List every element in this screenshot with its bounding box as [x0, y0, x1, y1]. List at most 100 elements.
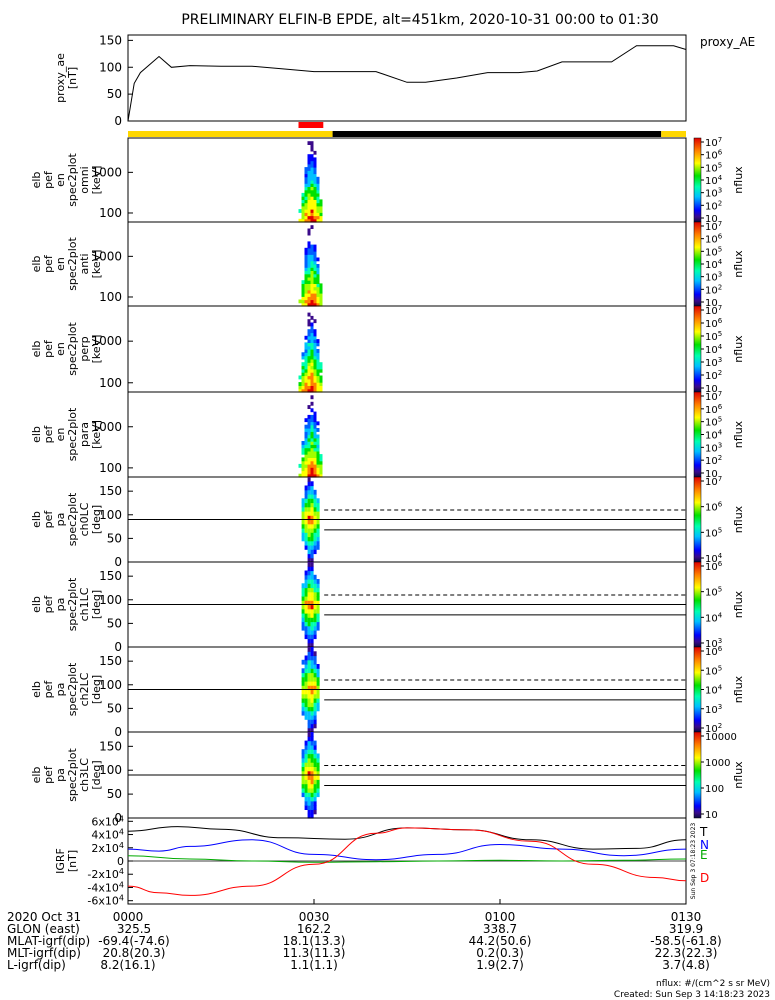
heatmap-cell: [310, 273, 314, 278]
heatmap-cell: [313, 247, 317, 252]
igrf-legend-E: E: [700, 848, 708, 862]
heatmap-cell: [313, 630, 317, 635]
heatmap-cell: [307, 173, 311, 178]
pa_ch0-colorbar: [693, 476, 702, 563]
heatmap-cell: [310, 408, 314, 413]
heatmap-cell: [310, 809, 314, 815]
igrf-ytick-label: 4x104: [91, 827, 124, 842]
heatmap-cell: [310, 591, 314, 597]
heatmap-cell: [310, 302, 314, 307]
pa_ch1-ylabel-line: pef: [42, 595, 55, 614]
heatmap-cell: [313, 604, 317, 610]
pa_ch0-ylabel-line: spec2plot: [66, 492, 79, 546]
spec_anti-ylabel-line: [keV]: [90, 250, 103, 279]
heatmap-cell: [301, 536, 305, 542]
footer-row0-v2: 0100: [485, 910, 516, 924]
pa_ch3-cells: [301, 732, 320, 819]
heatmap-cell: [313, 267, 317, 271]
heatmap-cell: [301, 457, 305, 462]
heatmap-cell: [307, 481, 311, 487]
pa_ch3-ylabel-line: spec2plot: [66, 748, 79, 802]
heatmap-cell: [316, 447, 320, 452]
heatmap-cell: [307, 296, 311, 301]
heatmap-cell: [304, 779, 308, 785]
heatmap-cell: [301, 463, 305, 468]
heatmap-cell: [301, 523, 305, 529]
heatmap-cell: [310, 481, 314, 487]
spec_perp-ylabel-line: elb: [30, 341, 43, 358]
pa_ch0-ytick-label: 50: [107, 531, 122, 545]
heatmap-cell: [310, 257, 314, 262]
ae-line: [127, 45, 687, 122]
heatmap-cell: [316, 498, 320, 504]
heatmap-cell: [301, 302, 305, 307]
heatmap-cell: [310, 355, 314, 360]
heatmap-cell: [313, 587, 317, 593]
heatmap-cell: [307, 385, 311, 390]
heatmap-cell: [313, 296, 317, 301]
heatmap-cell: [307, 757, 311, 763]
heatmap-cell: [313, 270, 317, 275]
heatmap-cell: [313, 289, 317, 294]
spec_perp-ylabel: elb pef en spec2plot perp [keV]: [30, 322, 103, 376]
heatmap-cell: [304, 702, 308, 708]
igrf-legend-T: T: [699, 825, 708, 839]
heatmap-cell: [301, 388, 305, 393]
heatmap-cell: [310, 467, 314, 472]
heatmap-cell: [307, 196, 311, 200]
heatmap-cell: [310, 270, 314, 275]
heatmap-cell: [313, 414, 317, 419]
status-bar-panel: [128, 122, 686, 137]
heatmap-cell: [304, 286, 308, 291]
heatmap-cell: [313, 437, 317, 442]
heatmap-cell: [313, 528, 317, 533]
spec_para-cbar-label: 107: [705, 390, 722, 403]
heatmap-cell: [307, 160, 311, 165]
heatmap-cell: [304, 289, 308, 294]
heatmap-cell: [313, 664, 317, 669]
spec_perp-cells: [298, 312, 323, 393]
heatmap-cell: [310, 349, 314, 353]
ae-ylabel: proxy_ae [nT]: [54, 53, 79, 103]
heatmap-cell: [304, 583, 308, 589]
heatmap-cell: [316, 681, 320, 686]
heatmap-cell: [316, 273, 320, 278]
heatmap-cell: [304, 693, 308, 699]
heatmap-cell: [304, 257, 308, 262]
heatmap-cell: [310, 457, 314, 462]
heatmap-cell: [310, 570, 314, 576]
heatmap-cell: [319, 293, 323, 297]
heatmap-cell: [313, 549, 317, 555]
heatmap-cell: [304, 587, 308, 593]
heatmap-cell: [313, 719, 317, 725]
heatmap-cell: [304, 570, 308, 576]
heatmap-cell: [307, 642, 311, 648]
heatmap-cell: [301, 293, 305, 297]
heatmap-cell: [316, 355, 320, 360]
heatmap-cell: [307, 783, 311, 789]
heatmap-cell: [316, 621, 320, 627]
heatmap-cell: [304, 264, 308, 268]
pa_ch2-ylabel-line: ch2LC: [78, 672, 91, 706]
heatmap-cell: [307, 319, 311, 324]
spec_para-ytick-label: 100: [99, 461, 122, 475]
heatmap-cell: [313, 617, 317, 623]
heatmap-cell: [316, 189, 320, 194]
heatmap-cell: [307, 467, 311, 472]
pa_ch0-cbar-label: 106: [705, 501, 723, 514]
heatmap-cell: [307, 362, 311, 367]
heatmap-cell: [307, 698, 311, 703]
footer-row4-v2: 1.9(2.7): [476, 958, 524, 972]
heatmap-cell: [316, 689, 320, 695]
heatmap-cell: [316, 437, 320, 442]
heatmap-cell: [301, 212, 305, 217]
heatmap-cell: [313, 332, 317, 337]
heatmap-cell: [310, 192, 314, 197]
heatmap-cell: [301, 506, 305, 512]
spec_para-cbar-label: 105: [705, 416, 722, 429]
heatmap-cell: [313, 766, 317, 772]
heatmap-cell: [307, 485, 311, 491]
heatmap-cell: [310, 418, 314, 423]
heatmap-cell: [304, 805, 308, 810]
